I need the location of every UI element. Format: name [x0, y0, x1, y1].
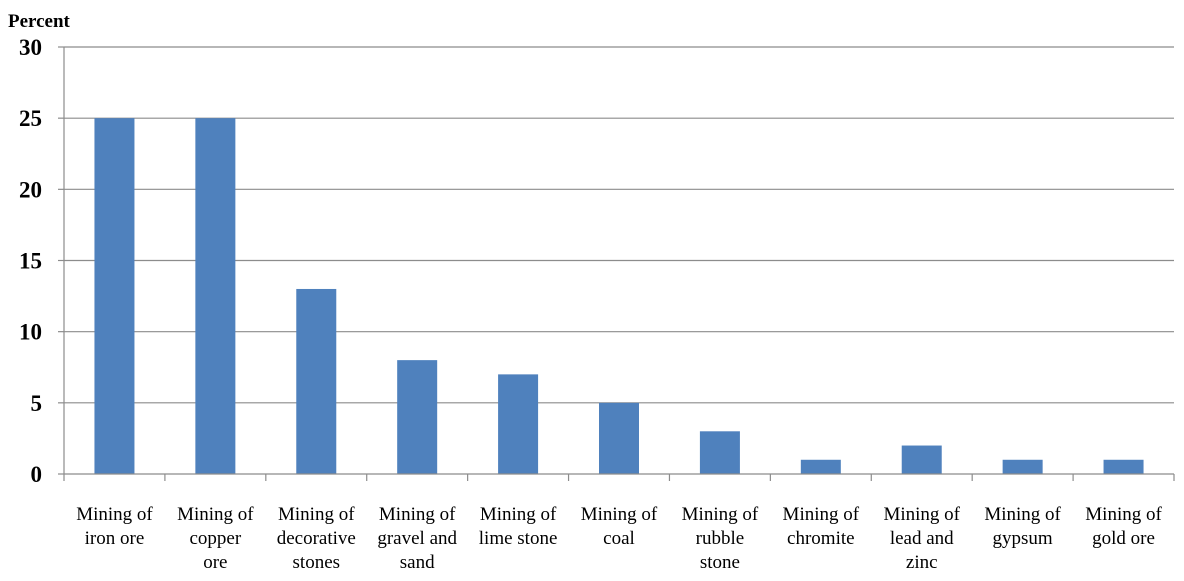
bar — [599, 403, 639, 474]
y-tick-label: 20 — [19, 177, 42, 202]
y-tick-labels: 0 5 10 15 20 25 30 — [19, 35, 42, 487]
bar — [296, 289, 336, 474]
y-tick-label: 25 — [19, 106, 42, 131]
bar — [1104, 460, 1144, 474]
y-tick-label: 5 — [31, 391, 43, 416]
bars — [94, 118, 1143, 474]
y-tick-label: 30 — [19, 35, 42, 60]
y-tick-label: 15 — [19, 249, 42, 274]
y-axis-title: Percent — [8, 11, 71, 32]
bar — [397, 360, 437, 474]
x-tick-label: Mining of chromite — [783, 504, 860, 549]
x-tick-label: Mining of rubble stone — [682, 504, 759, 573]
x-tick-label: Mining of gold ore — [1085, 504, 1162, 549]
y-tick-label: 10 — [19, 320, 42, 345]
x-tick-label: Mining of lime stone — [479, 504, 558, 549]
bar — [195, 118, 235, 474]
x-tick-label: Mining of lead and zinc — [883, 504, 960, 573]
x-tick-label: Mining of iron ore — [76, 504, 153, 549]
bar — [94, 118, 134, 474]
x-tick-label: Mining of gypsum — [984, 504, 1061, 549]
x-tick-label: Mining of gravel and sand — [377, 504, 457, 573]
x-tick-labels: Mining of iron ore Mining of copper ore Minin… — [76, 504, 1162, 573]
x-tick-label: Mining of copper ore — [177, 504, 254, 573]
bar — [902, 446, 942, 474]
bar — [1003, 460, 1043, 474]
bar — [801, 460, 841, 474]
bar — [700, 431, 740, 474]
x-tick-label: Mining of decorative stones — [277, 504, 356, 573]
bar — [498, 374, 538, 474]
y-tick-label: 0 — [31, 462, 43, 487]
x-tick-label: Mining of coal — [581, 504, 658, 549]
